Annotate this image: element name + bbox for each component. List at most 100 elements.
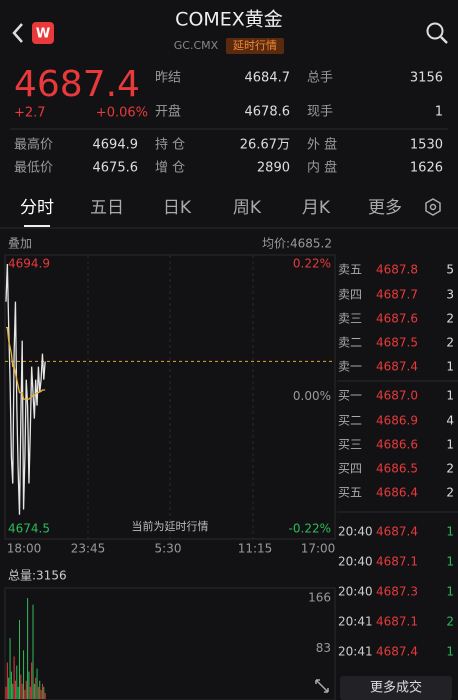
volume-bar (27, 598, 29, 699)
book-price: 4687.6 (376, 312, 418, 326)
volume-bar (19, 619, 20, 699)
last-price: 4687.4 (14, 64, 140, 105)
tab[interactable]: 分时 (20, 198, 54, 218)
trade-price: 4687.3 (376, 585, 418, 599)
avg-label: 均价:4685.2 (262, 237, 332, 251)
back-button[interactable] (12, 23, 23, 43)
more-trades[interactable]: 更多成交 (370, 680, 422, 696)
stat-label: 持 仓 (155, 138, 185, 153)
x-tick-label: 23:45 (71, 542, 106, 556)
book-price: 4687.5 (376, 336, 418, 350)
stat-value: 3156 (410, 71, 443, 86)
trade-time: 20:41 (338, 615, 373, 629)
book-volume: 1 (446, 438, 454, 452)
tab[interactable]: 五日 (90, 198, 124, 218)
volume-bar (20, 674, 22, 699)
search-button[interactable] (426, 22, 448, 44)
volume-bar (29, 686, 31, 699)
stat-value: 4684.7 (245, 71, 291, 86)
volume-bar (31, 662, 33, 699)
y-tick-label: 4694.9 (8, 257, 50, 271)
expand-icon[interactable] (315, 679, 329, 693)
book-label: 买五 (338, 486, 362, 500)
volume-bar (41, 683, 43, 699)
overlay[interactable]: 叠加 (8, 237, 32, 251)
trade-price: 4687.1 (376, 615, 418, 629)
x-tick-label: 11:15 (238, 542, 273, 556)
stat-label: 昨结 (155, 71, 181, 86)
volume-bar (8, 677, 10, 699)
trade-volume: 1 (446, 585, 454, 599)
volume-bar (37, 686, 39, 699)
stat-label: 总手 (307, 71, 333, 86)
volume-bar (5, 686, 7, 699)
app-icon-letter: W (36, 27, 50, 42)
trade-price: 4687.4 (376, 645, 418, 659)
volume-tick-label: 83 (316, 641, 331, 655)
tab[interactable]: 日K (163, 198, 192, 218)
y-tick-label: 4674.5 (8, 522, 50, 536)
book-volume: 2 (446, 312, 454, 326)
change: +2.7 (14, 106, 46, 121)
book-volume: 3 (446, 288, 454, 302)
trade-time: 20:40 (338, 585, 373, 599)
volume-bar (44, 692, 46, 699)
volume-bar (35, 677, 37, 699)
book-price: 4687.4 (376, 360, 418, 374)
volume-bar (36, 668, 38, 699)
stat-value: 4678.6 (245, 105, 291, 120)
volume-bar (9, 638, 11, 699)
x-tick-label: 18:00 (7, 542, 42, 556)
volume-bar (6, 662, 8, 699)
stat-value: 26.67万 (240, 138, 290, 153)
book-volume: 2 (446, 336, 454, 350)
book-volume: 1 (446, 360, 454, 374)
book-price: 4687.0 (376, 389, 418, 403)
pct-tick-label: 0.22% (293, 257, 331, 271)
stat-label: 现手 (307, 105, 333, 120)
volume-bar (25, 680, 27, 699)
stat-value: 4694.9 (93, 138, 139, 153)
stat-label: 内 盘 (307, 160, 337, 176)
book-volume: 2 (446, 462, 454, 476)
more-trades-button[interactable] (340, 676, 452, 700)
tab[interactable]: 周K (233, 198, 262, 218)
settings-button[interactable] (425, 198, 441, 216)
trade-volume: 2 (446, 615, 454, 629)
volume-bar (28, 671, 30, 699)
volume-total: 总量:3156 (8, 569, 67, 583)
stat-value: 1626 (410, 161, 443, 176)
code: GC.CMX (174, 39, 219, 52)
trade-time: 20:40 (338, 555, 373, 569)
trade-volume: 1 (446, 645, 454, 659)
trade-time: 20:41 (338, 645, 373, 659)
pct-tick-label: 0.00% (293, 389, 331, 403)
book-price: 4686.6 (376, 438, 418, 452)
trade-volume: 1 (446, 525, 454, 539)
book-volume: 4 (446, 414, 454, 428)
stat-value: 4675.6 (93, 161, 139, 176)
book-label: 卖二 (338, 336, 362, 350)
pct-tick-label: -0.22% (289, 522, 331, 536)
book-volume: 2 (446, 486, 454, 500)
volume-bar (23, 650, 25, 699)
tab[interactable]: 更多 (368, 198, 402, 218)
trade-time: 20:40 (338, 525, 373, 539)
volume-bar (16, 665, 18, 699)
book-volume: 5 (446, 263, 454, 277)
book-label: 买二 (338, 414, 362, 428)
x-tick-label: 5:30 (155, 542, 182, 556)
book-label: 卖四 (338, 288, 362, 302)
tab[interactable]: 月K (302, 198, 331, 218)
price-line (5, 263, 46, 515)
app-icon (32, 22, 54, 44)
book-price: 4686.4 (376, 486, 418, 500)
stat-value: 2890 (257, 161, 290, 176)
book-label: 买一 (338, 389, 362, 403)
stat-label: 开盘 (155, 104, 181, 120)
book-volume: 1 (446, 389, 454, 403)
book-label: 卖三 (338, 312, 362, 326)
stat-value: 1 (435, 105, 443, 120)
volume-tick-label: 166 (308, 591, 331, 605)
